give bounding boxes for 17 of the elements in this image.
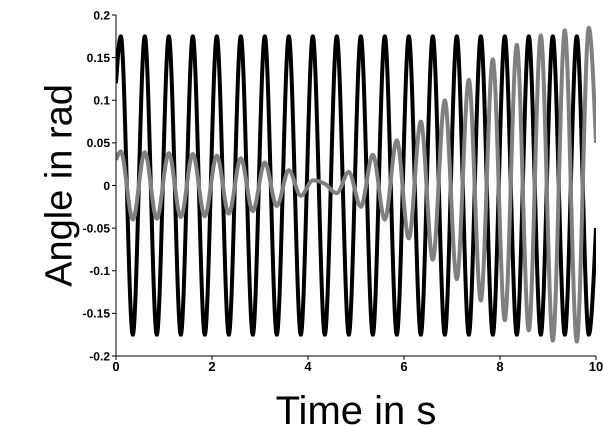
x-tick-label: 4 [304,359,312,374]
y-axis-title: Angle in rad [38,84,80,287]
y-tick-label: -0.05 [82,221,110,236]
x-tick-label: 0 [112,359,120,374]
y-tick-label: 0.2 [93,8,110,22]
y-tick-label: 0.15 [86,50,110,65]
x-tick-label: 10 [588,359,604,374]
x-axis-title: Time in s [276,389,436,426]
y-tick-label: 0 [103,178,110,193]
y-tick-label: -0.15 [82,306,110,321]
x-tick-label: 2 [208,359,216,374]
y-tick-label: -0.1 [89,264,110,278]
y-tick-label: 0.1 [93,94,110,108]
y-tick-label: 0.05 [86,136,110,150]
x-tick-label: 6 [400,359,408,374]
x-tick-label: 8 [496,359,504,374]
y-tick-label: -0.2 [89,349,110,364]
